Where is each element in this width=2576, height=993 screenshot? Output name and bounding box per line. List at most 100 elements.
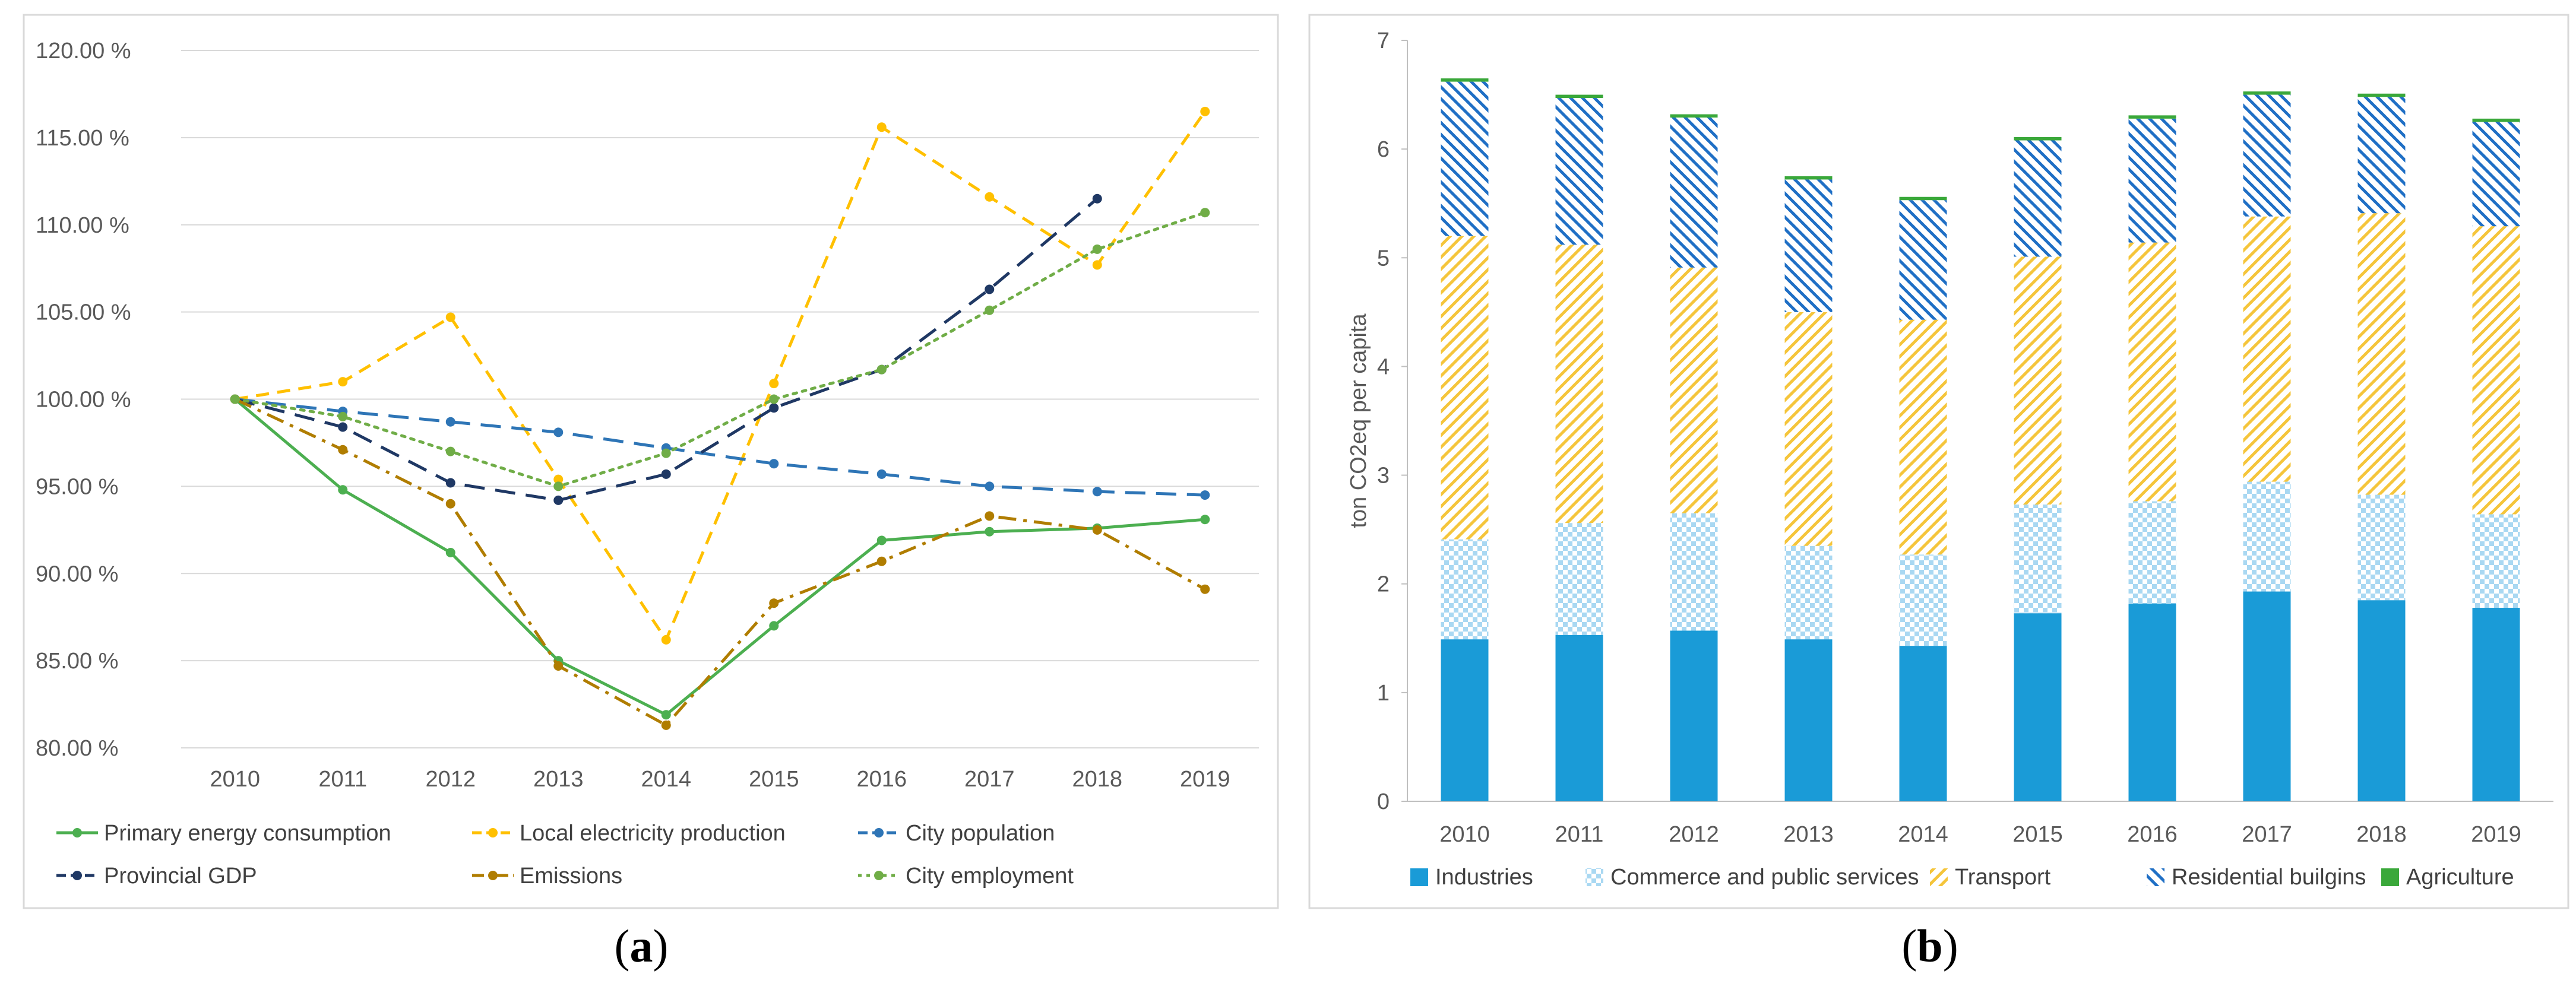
panel-a-frame bbox=[23, 14, 1279, 909]
data-point-5 bbox=[661, 448, 671, 458]
bar-segment-3 bbox=[1441, 81, 1489, 236]
bar-segment-0 bbox=[1441, 639, 1489, 801]
data-point-1 bbox=[985, 192, 995, 202]
legend-label-b: Industries bbox=[1435, 865, 1533, 890]
x-tick-label-b: 2011 bbox=[1555, 822, 1604, 847]
data-point-5 bbox=[985, 305, 995, 315]
caption-a-letter: a bbox=[630, 920, 653, 972]
bar-chart-panel-b: 0 1 2 3 4 5 6 7 ton CO2eq per capita 2010 2011 2012… bbox=[1346, 28, 2553, 890]
y-axis-title-b: ton CO2eq per capita bbox=[1346, 313, 1371, 528]
y-tick-label-b: 7 bbox=[1377, 28, 1390, 53]
data-point-4 bbox=[985, 511, 995, 521]
bar-segment-0 bbox=[1670, 630, 1718, 801]
bar-segment-3 bbox=[1555, 98, 1603, 245]
data-point-1 bbox=[338, 377, 348, 387]
bar-segment-4 bbox=[2357, 93, 2406, 97]
data-point-3 bbox=[985, 284, 995, 294]
legend-marker-a bbox=[874, 871, 884, 880]
x-tick-label-b: 2010 bbox=[1439, 822, 1490, 847]
data-point-5 bbox=[230, 394, 240, 404]
data-point-4 bbox=[1092, 525, 1102, 535]
x-tick-label-a: 2018 bbox=[1072, 767, 1122, 792]
bar-segment-0 bbox=[2128, 603, 2176, 801]
x-tick-label-b: 2012 bbox=[1669, 822, 1719, 847]
data-point-5 bbox=[876, 364, 887, 375]
legend-swatch-b bbox=[1410, 868, 1428, 886]
data-point-3 bbox=[769, 403, 779, 413]
data-point-5 bbox=[445, 446, 455, 456]
data-point-3 bbox=[553, 495, 564, 505]
data-point-5 bbox=[553, 481, 564, 491]
data-point-0 bbox=[985, 526, 995, 537]
data-point-4 bbox=[1200, 584, 1210, 594]
bar-segment-0 bbox=[2472, 608, 2520, 801]
data-point-1 bbox=[661, 634, 671, 645]
bar-segment-1 bbox=[1899, 554, 1947, 646]
legend-marker-a bbox=[874, 828, 884, 837]
data-point-1 bbox=[553, 474, 564, 484]
data-point-5 bbox=[1200, 208, 1210, 218]
x-tick-label-a: 2011 bbox=[318, 767, 367, 792]
data-point-2 bbox=[553, 427, 564, 437]
caption-a: (a) bbox=[615, 920, 669, 972]
x-tick-label-a: 2012 bbox=[425, 767, 476, 792]
legend-swatch-b bbox=[1930, 868, 1948, 886]
data-point-5 bbox=[338, 411, 348, 421]
bar-segment-4 bbox=[2128, 115, 2176, 119]
data-point-4 bbox=[338, 445, 348, 455]
x-tick-label-a: 2016 bbox=[856, 767, 907, 792]
y-tick-label-a: 80.00 % bbox=[36, 736, 118, 761]
data-point-3 bbox=[338, 422, 348, 432]
data-point-0 bbox=[661, 710, 671, 720]
legend-label-a: City employment bbox=[906, 864, 1074, 889]
bar-segment-4 bbox=[1899, 196, 1947, 201]
bar-segment-4 bbox=[2014, 137, 2062, 141]
bar-segment-2 bbox=[2472, 226, 2520, 515]
bar-segment-1 bbox=[1784, 545, 1833, 640]
x-tick-label-a: 2013 bbox=[533, 767, 584, 792]
data-point-2 bbox=[876, 469, 887, 479]
x-tick-label-b: 2013 bbox=[1783, 822, 1834, 847]
bar-segment-1 bbox=[1670, 513, 1718, 631]
legend-swatch-b bbox=[2381, 868, 2399, 886]
y-tick-label-b: 0 bbox=[1377, 789, 1390, 814]
bar-segment-3 bbox=[1899, 200, 1947, 320]
data-point-0 bbox=[338, 485, 348, 495]
legend-marker-a bbox=[72, 828, 82, 837]
y-tick-label-a: 115.00 % bbox=[36, 126, 129, 151]
y-tick-label-a: 90.00 % bbox=[36, 561, 118, 586]
bar-segment-2 bbox=[2128, 242, 2176, 502]
data-point-1 bbox=[876, 122, 887, 132]
y-tick-label-b: 3 bbox=[1377, 464, 1390, 488]
series-line-3 bbox=[235, 197, 1099, 502]
data-point-0 bbox=[445, 548, 455, 557]
data-point-1 bbox=[1200, 106, 1210, 116]
bar-segment-3 bbox=[2014, 140, 2062, 257]
bar-segment-3 bbox=[1670, 118, 1718, 268]
y-tick-label-b: 4 bbox=[1377, 354, 1390, 379]
bar-segment-3 bbox=[2472, 122, 2520, 227]
data-point-2 bbox=[445, 417, 455, 427]
bar-segment-0 bbox=[1555, 634, 1603, 801]
legend-label-a: Provincial GDP bbox=[104, 864, 257, 889]
bar-segment-4 bbox=[1784, 176, 1833, 180]
data-point-3 bbox=[445, 478, 455, 488]
legend-label-b: Residential builgins bbox=[2172, 865, 2366, 890]
legend-swatch-b bbox=[2147, 868, 2164, 886]
data-point-4 bbox=[876, 556, 887, 566]
legend-label-a: Emissions bbox=[520, 864, 622, 889]
x-tick-label-a: 2010 bbox=[210, 767, 260, 792]
data-point-0 bbox=[876, 535, 887, 545]
legend-label-a: City population bbox=[906, 821, 1055, 846]
caption-b: (b) bbox=[1901, 920, 1958, 972]
x-tick-label-a: 2014 bbox=[641, 767, 691, 792]
legend-label-b: Transport bbox=[1955, 865, 2051, 890]
data-point-4 bbox=[769, 598, 779, 608]
legend-marker-a bbox=[72, 871, 82, 880]
bar-segment-2 bbox=[1670, 267, 1718, 513]
data-point-3 bbox=[1092, 193, 1102, 204]
bar-segment-1 bbox=[2472, 514, 2520, 608]
x-tick-label-b: 2018 bbox=[2356, 822, 2407, 847]
bar-segment-2 bbox=[1441, 236, 1489, 540]
x-tick-label-b: 2015 bbox=[2012, 822, 2063, 847]
